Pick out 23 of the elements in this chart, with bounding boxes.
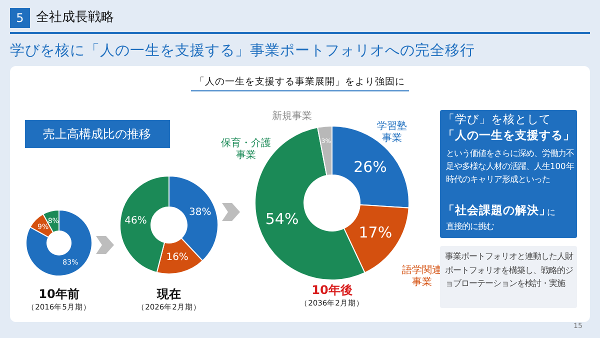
data-label: 17% [358, 224, 392, 242]
text: 全社成長戦略 [36, 10, 114, 26]
text: 「人の一生を支援する」 [443, 128, 575, 143]
text: 5 [16, 10, 24, 26]
text: 学びを核に「人の一生を支援する」事業ポートフォリオへの完全移行 [10, 43, 475, 60]
text: という価値をさらに深め、労働力不足や多様な人材の活躍、人生100年時代のキャリア形成といった [446, 147, 574, 186]
data-label: 38% [189, 207, 212, 218]
text: 10年前 [38, 286, 80, 302]
slice-label: 学習塾事業 [377, 121, 407, 145]
data-label: 54% [265, 210, 299, 228]
text: 「学び」を核として [443, 112, 551, 127]
donut-slice [26, 210, 92, 276]
slice-label: 保育・介護事業 [221, 138, 271, 162]
text: 現在 [157, 286, 181, 302]
text: 10年後 [312, 282, 352, 298]
data-label: 16% [166, 252, 188, 263]
text: 事業ポートフォリオと連動した人財ポートフォリオを構築し、戦略的ジョブローテーションを検討・実施 [445, 250, 573, 290]
text: 売上高構成比の推移 [43, 126, 151, 142]
text: 「人の一生を支援する事業展開」をより強固に [191, 76, 409, 92]
slice-label: 新規事業 [271, 111, 313, 123]
data-label: 26% [354, 158, 387, 176]
data-label: 46% [124, 215, 147, 226]
text: 直接的に挑む [446, 221, 494, 232]
